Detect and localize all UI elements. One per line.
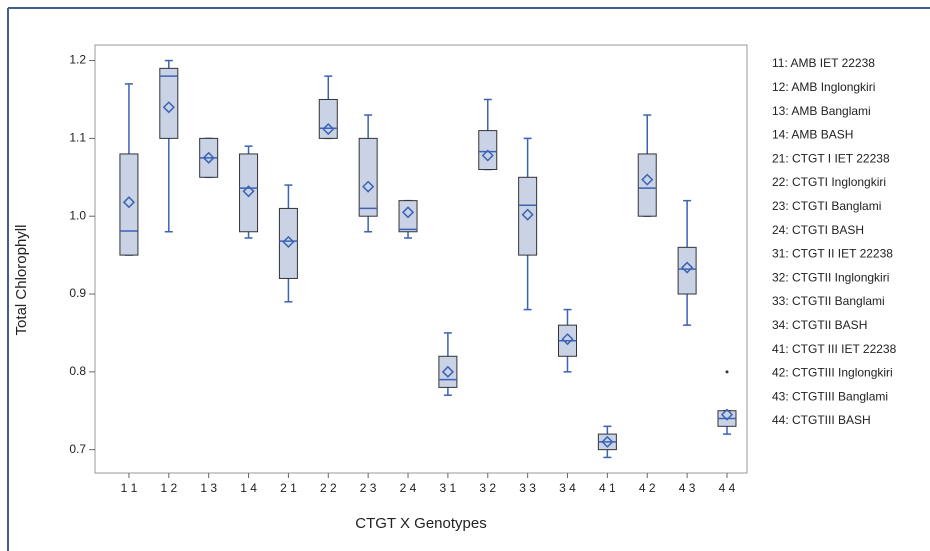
x-tick-label: 3 2: [479, 481, 496, 495]
x-tick-label: 2 1: [280, 481, 297, 495]
y-tick-label: 1.2: [69, 53, 86, 67]
y-tick-label: 1.0: [69, 208, 86, 222]
mean-marker: [641, 173, 654, 186]
mean-marker: [162, 101, 175, 114]
box: [398, 200, 418, 233]
legend-entry: 23: CTGTI Banglami: [772, 199, 881, 213]
mean-marker: [202, 151, 215, 164]
y-tick-label: 1.1: [69, 131, 86, 145]
x-tick-label: 2 2: [320, 481, 337, 495]
x-tick-label: 3 4: [559, 481, 576, 495]
legend-entry: 44: CTGTIII BASH: [772, 413, 871, 427]
mean-marker: [521, 208, 534, 221]
legend-entry: 12: AMB Inglongkiri: [772, 80, 875, 94]
mean-marker: [601, 435, 614, 448]
legend-entry: 34: CTGTII BASH: [772, 318, 867, 332]
x-tick-label: 3 3: [519, 481, 536, 495]
box: [358, 137, 378, 217]
box: [119, 153, 139, 256]
y-tick-label: 0.8: [69, 364, 86, 378]
box: [159, 67, 179, 139]
y-tick-label: 0.9: [69, 286, 86, 300]
x-tick-label: 1 1: [121, 481, 138, 495]
legend-entry: 31: CTGT II IET 22238: [772, 247, 893, 261]
mean-marker: [720, 408, 734, 421]
mean-marker: [481, 149, 494, 162]
legend-entry: 33: CTGTII Banglami: [772, 294, 885, 308]
outlier: [725, 370, 729, 374]
legend-entry: 22: CTGTI Inglongkiri: [772, 175, 886, 189]
mean-marker: [282, 235, 295, 248]
y-axis-label: Total Chlorophyll: [13, 225, 30, 336]
x-tick-label: 3 1: [440, 481, 457, 495]
mean-marker: [122, 196, 135, 209]
legend-entry: 43: CTGTIII Banglami: [772, 389, 888, 403]
legend-entry: 41: CTGT III IET 22238: [772, 342, 897, 356]
box: [278, 207, 298, 279]
legend-entry: 21: CTGT I IET 22238: [772, 151, 890, 165]
mean-marker: [441, 365, 454, 378]
box: [518, 176, 538, 256]
x-tick-label: 4 3: [679, 481, 696, 495]
legend-entry: 24: CTGTI BASH: [772, 223, 864, 237]
x-tick-label: 4 4: [719, 481, 736, 495]
x-axis-label: CTGT X Genotypes: [355, 515, 486, 532]
x-tick-label: 4 1: [599, 481, 616, 495]
x-tick-label: 1 4: [240, 481, 257, 495]
mean-marker: [561, 333, 574, 346]
y-tick-label: 0.7: [69, 442, 86, 456]
x-tick-label: 2 3: [360, 481, 377, 495]
mean-marker: [242, 185, 255, 198]
x-tick-label: 4 2: [639, 481, 656, 495]
legend-entry: 42: CTGTIII Inglongkiri: [772, 366, 893, 380]
legend-entry: 13: AMB Banglami: [772, 104, 871, 118]
mean-marker: [681, 261, 694, 274]
plot-frame: [94, 44, 748, 474]
x-tick-label: 1 2: [160, 481, 177, 495]
box: [318, 98, 338, 139]
mean-marker: [401, 206, 415, 219]
mean-marker: [322, 122, 335, 136]
legend-entry: 11: AMB IET 22238: [772, 56, 875, 70]
legend-entry: 14: AMB BASH: [772, 128, 853, 142]
box: [438, 355, 458, 388]
box: [239, 153, 259, 233]
legend-entry: 32: CTGTII Inglongkiri: [772, 270, 889, 284]
x-tick-label: 2 4: [400, 481, 417, 495]
x-tick-label: 1 3: [200, 481, 217, 495]
box: [677, 246, 697, 295]
mean-marker: [362, 180, 375, 193]
